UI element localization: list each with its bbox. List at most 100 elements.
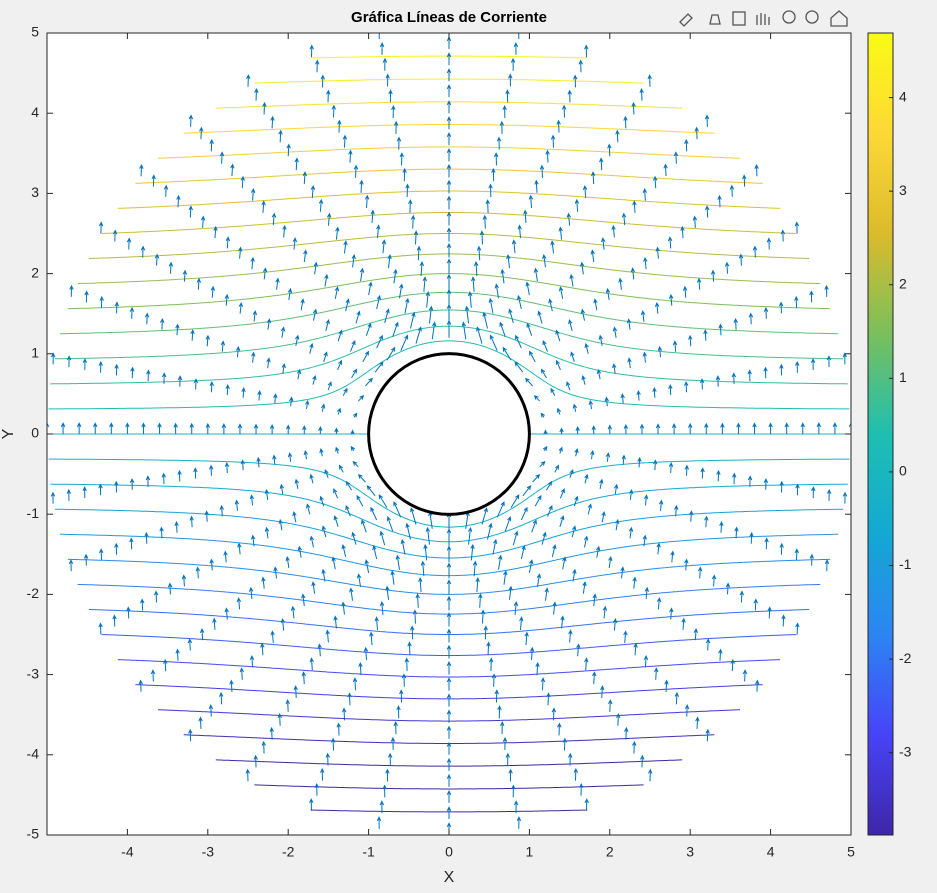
quiver-arrow [114,480,119,493]
tool-brush[interactable] [709,14,721,25]
quiver-arrow [225,236,231,249]
quiver-arrow [160,317,165,330]
quiver-arrow [393,721,398,735]
quiver-arrow [534,179,539,193]
quiver-arrow [592,671,597,685]
quiver-arrow [144,531,149,544]
quiver-arrow [446,528,452,547]
quiver-arrow [280,618,286,631]
quiver-arrow [98,483,103,496]
quiver-arrow [379,42,385,55]
quiver-arrow [199,627,205,641]
quiver-arrow [540,677,546,691]
quiver-arrow [287,287,293,301]
tool-home[interactable] [830,10,848,27]
tool-pan[interactable] [756,13,770,25]
quiver-arrow [151,174,156,187]
quiver-arrow [647,74,652,87]
quiver-arrow [69,284,74,297]
tool-zoom-out[interactable] [805,10,819,24]
quiver-arrow [425,526,431,545]
quiver-arrow [720,422,725,434]
quiver-arrow [175,323,180,336]
quiver-arrow [246,74,251,87]
tool-zoom-in[interactable] [782,10,796,24]
quiver-arrow [618,277,623,290]
quiver-arrow [345,480,352,491]
quiver-arrow [503,570,508,585]
quiver-arrow [637,456,642,468]
quiver-arrow [410,625,415,640]
quiver-arrow [209,138,214,152]
quiver-arrow [540,368,547,379]
quiver-arrow [66,488,72,501]
quiver-arrow [174,521,179,533]
quiver-arrow [302,425,307,434]
quiver-arrow [234,499,240,511]
quiver-arrow [472,560,478,577]
quiver-arrow [187,638,193,651]
quiver-arrow [167,582,173,595]
quiver-arrow [704,515,709,528]
quiver-arrow [282,224,287,238]
quiver-arrow [748,312,754,325]
quiver-arrow [407,641,412,656]
quiver-arrow [446,709,452,723]
quiver-arrow [752,422,757,434]
quiver-arrow [794,548,799,561]
quiver-arrow [704,422,709,434]
quiver-arrow [692,215,698,228]
quiver-arrow [517,224,522,239]
toolbar[interactable] [679,10,848,27]
quiver-arrow [779,542,784,555]
quiver-arrow [671,423,677,434]
quiver-arrow [628,488,634,500]
quiver-arrow [614,483,619,495]
quiver-arrow [656,542,661,555]
quiver-arrow [416,245,422,261]
quiver-arrow [277,713,282,726]
quiver-arrow [505,89,510,103]
colorbar-tick-label: 3 [899,182,907,198]
quiver-arrow [315,59,320,73]
quiver-arrow [431,321,437,340]
quiver-arrow [446,644,452,659]
colorbar [867,32,894,836]
quiver-arrow [210,285,216,298]
quiver-arrow [82,486,87,499]
quiver-arrow [266,357,271,369]
quiver-arrow [664,679,669,693]
quiver-arrow [446,227,452,242]
quiver-arrow [704,114,710,127]
y-tick-label: 4 [31,104,39,120]
tool-legend[interactable] [732,11,746,26]
quiver-arrow [400,538,406,555]
quiver-arrow [221,423,227,434]
quiver-arrow [320,767,325,781]
quiver-arrow [349,339,356,352]
quiver-arrow [205,422,210,434]
quiver-arrow [684,558,689,571]
quiver-arrow [508,308,514,324]
quiver-arrow [251,351,256,363]
quiver-arrow [572,403,578,412]
quiver-arrow [272,454,277,465]
tool-edit[interactable] [679,13,693,27]
quiver-arrow [205,334,210,347]
quiver-arrow [558,286,564,299]
quiver-arrow [546,480,553,491]
quiver-arrow [359,179,364,193]
quiver-arrow [446,242,452,258]
quiver-arrow [312,308,318,321]
quiver-arrow [392,321,399,337]
quiver-arrow [239,667,244,680]
quiver-arrow [582,581,587,594]
quiver-arrow [556,407,562,415]
quiver-arrow [351,368,358,379]
quiver-arrow [508,585,513,600]
quiver-arrow [569,273,574,287]
x-tick-label: 2 [606,844,614,860]
quiver-arrow [446,545,452,563]
quiver-arrow [161,372,167,384]
streamline [48,340,850,410]
